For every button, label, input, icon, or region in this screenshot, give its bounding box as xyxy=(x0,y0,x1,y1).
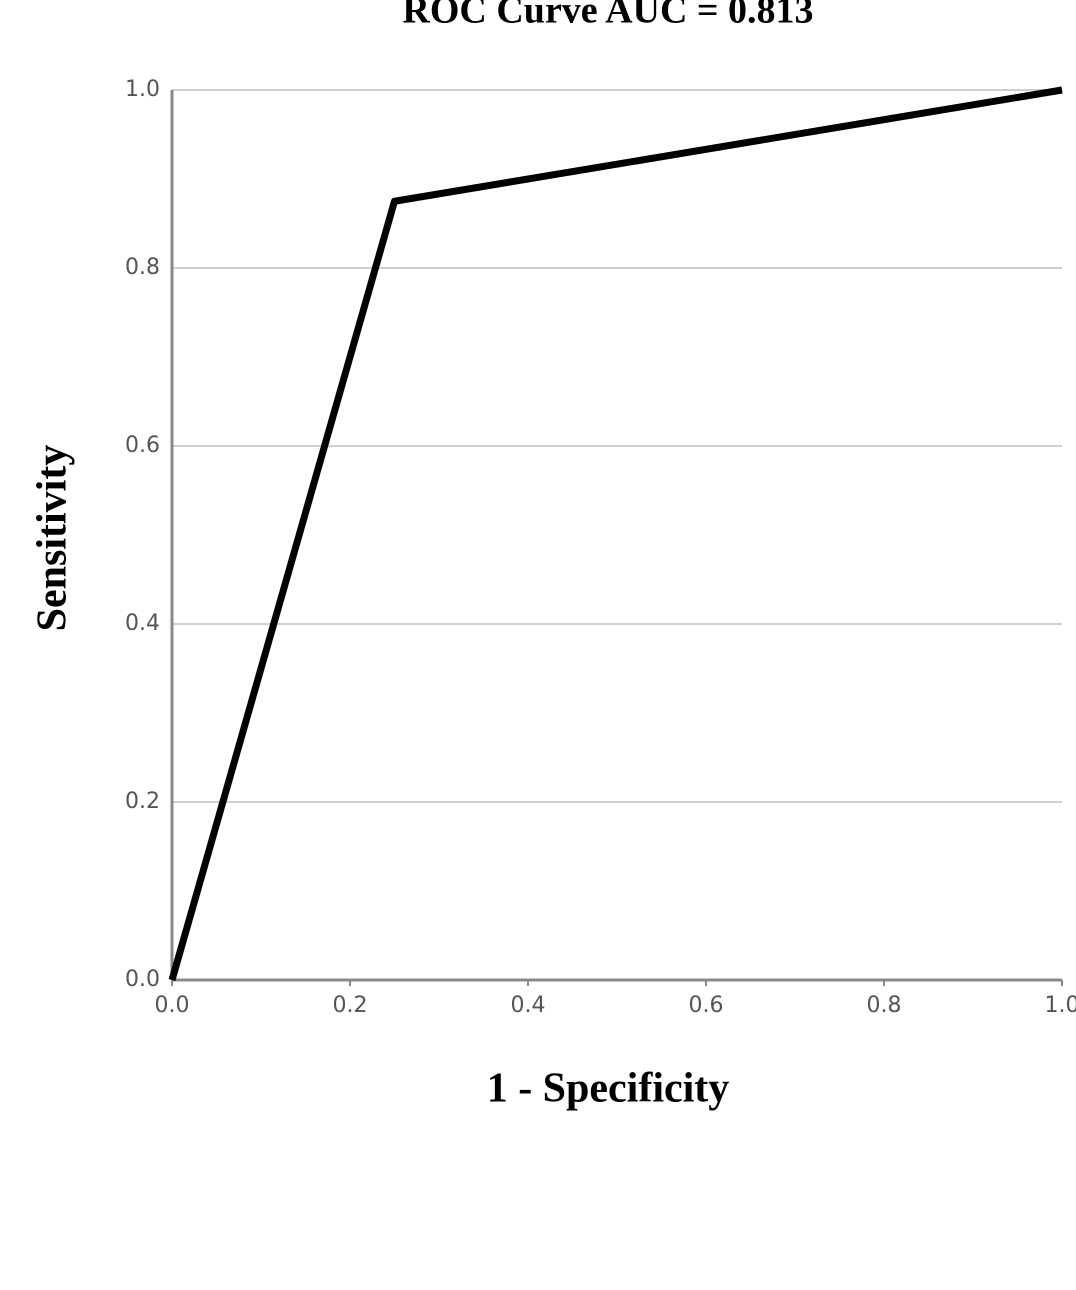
y-axis-label: Sensitivity xyxy=(30,445,76,632)
chart-title: ROC Curve AUC = 0.813 xyxy=(402,0,813,32)
x-axis-label: 1 - Specificity xyxy=(487,1066,730,1112)
y-tick-label: 0.4 xyxy=(125,611,160,636)
x-tick-label: 0.6 xyxy=(689,993,724,1018)
y-tick-label: 0.6 xyxy=(125,433,160,458)
y-tick-label: 0.2 xyxy=(125,789,160,814)
y-tick-label: 1.0 xyxy=(125,77,160,102)
y-tick-label: 0.8 xyxy=(125,255,160,280)
x-tick-label: 0.4 xyxy=(511,993,546,1018)
roc-line xyxy=(168,86,1063,981)
x-tick-label: 0.2 xyxy=(333,993,368,1018)
y-tick-label: 0.0 xyxy=(125,967,160,992)
x-tick-label: 0.0 xyxy=(155,993,190,1018)
x-tick-label: 1.0 xyxy=(1045,993,1076,1018)
x-tick-label: 0.8 xyxy=(867,993,902,1018)
